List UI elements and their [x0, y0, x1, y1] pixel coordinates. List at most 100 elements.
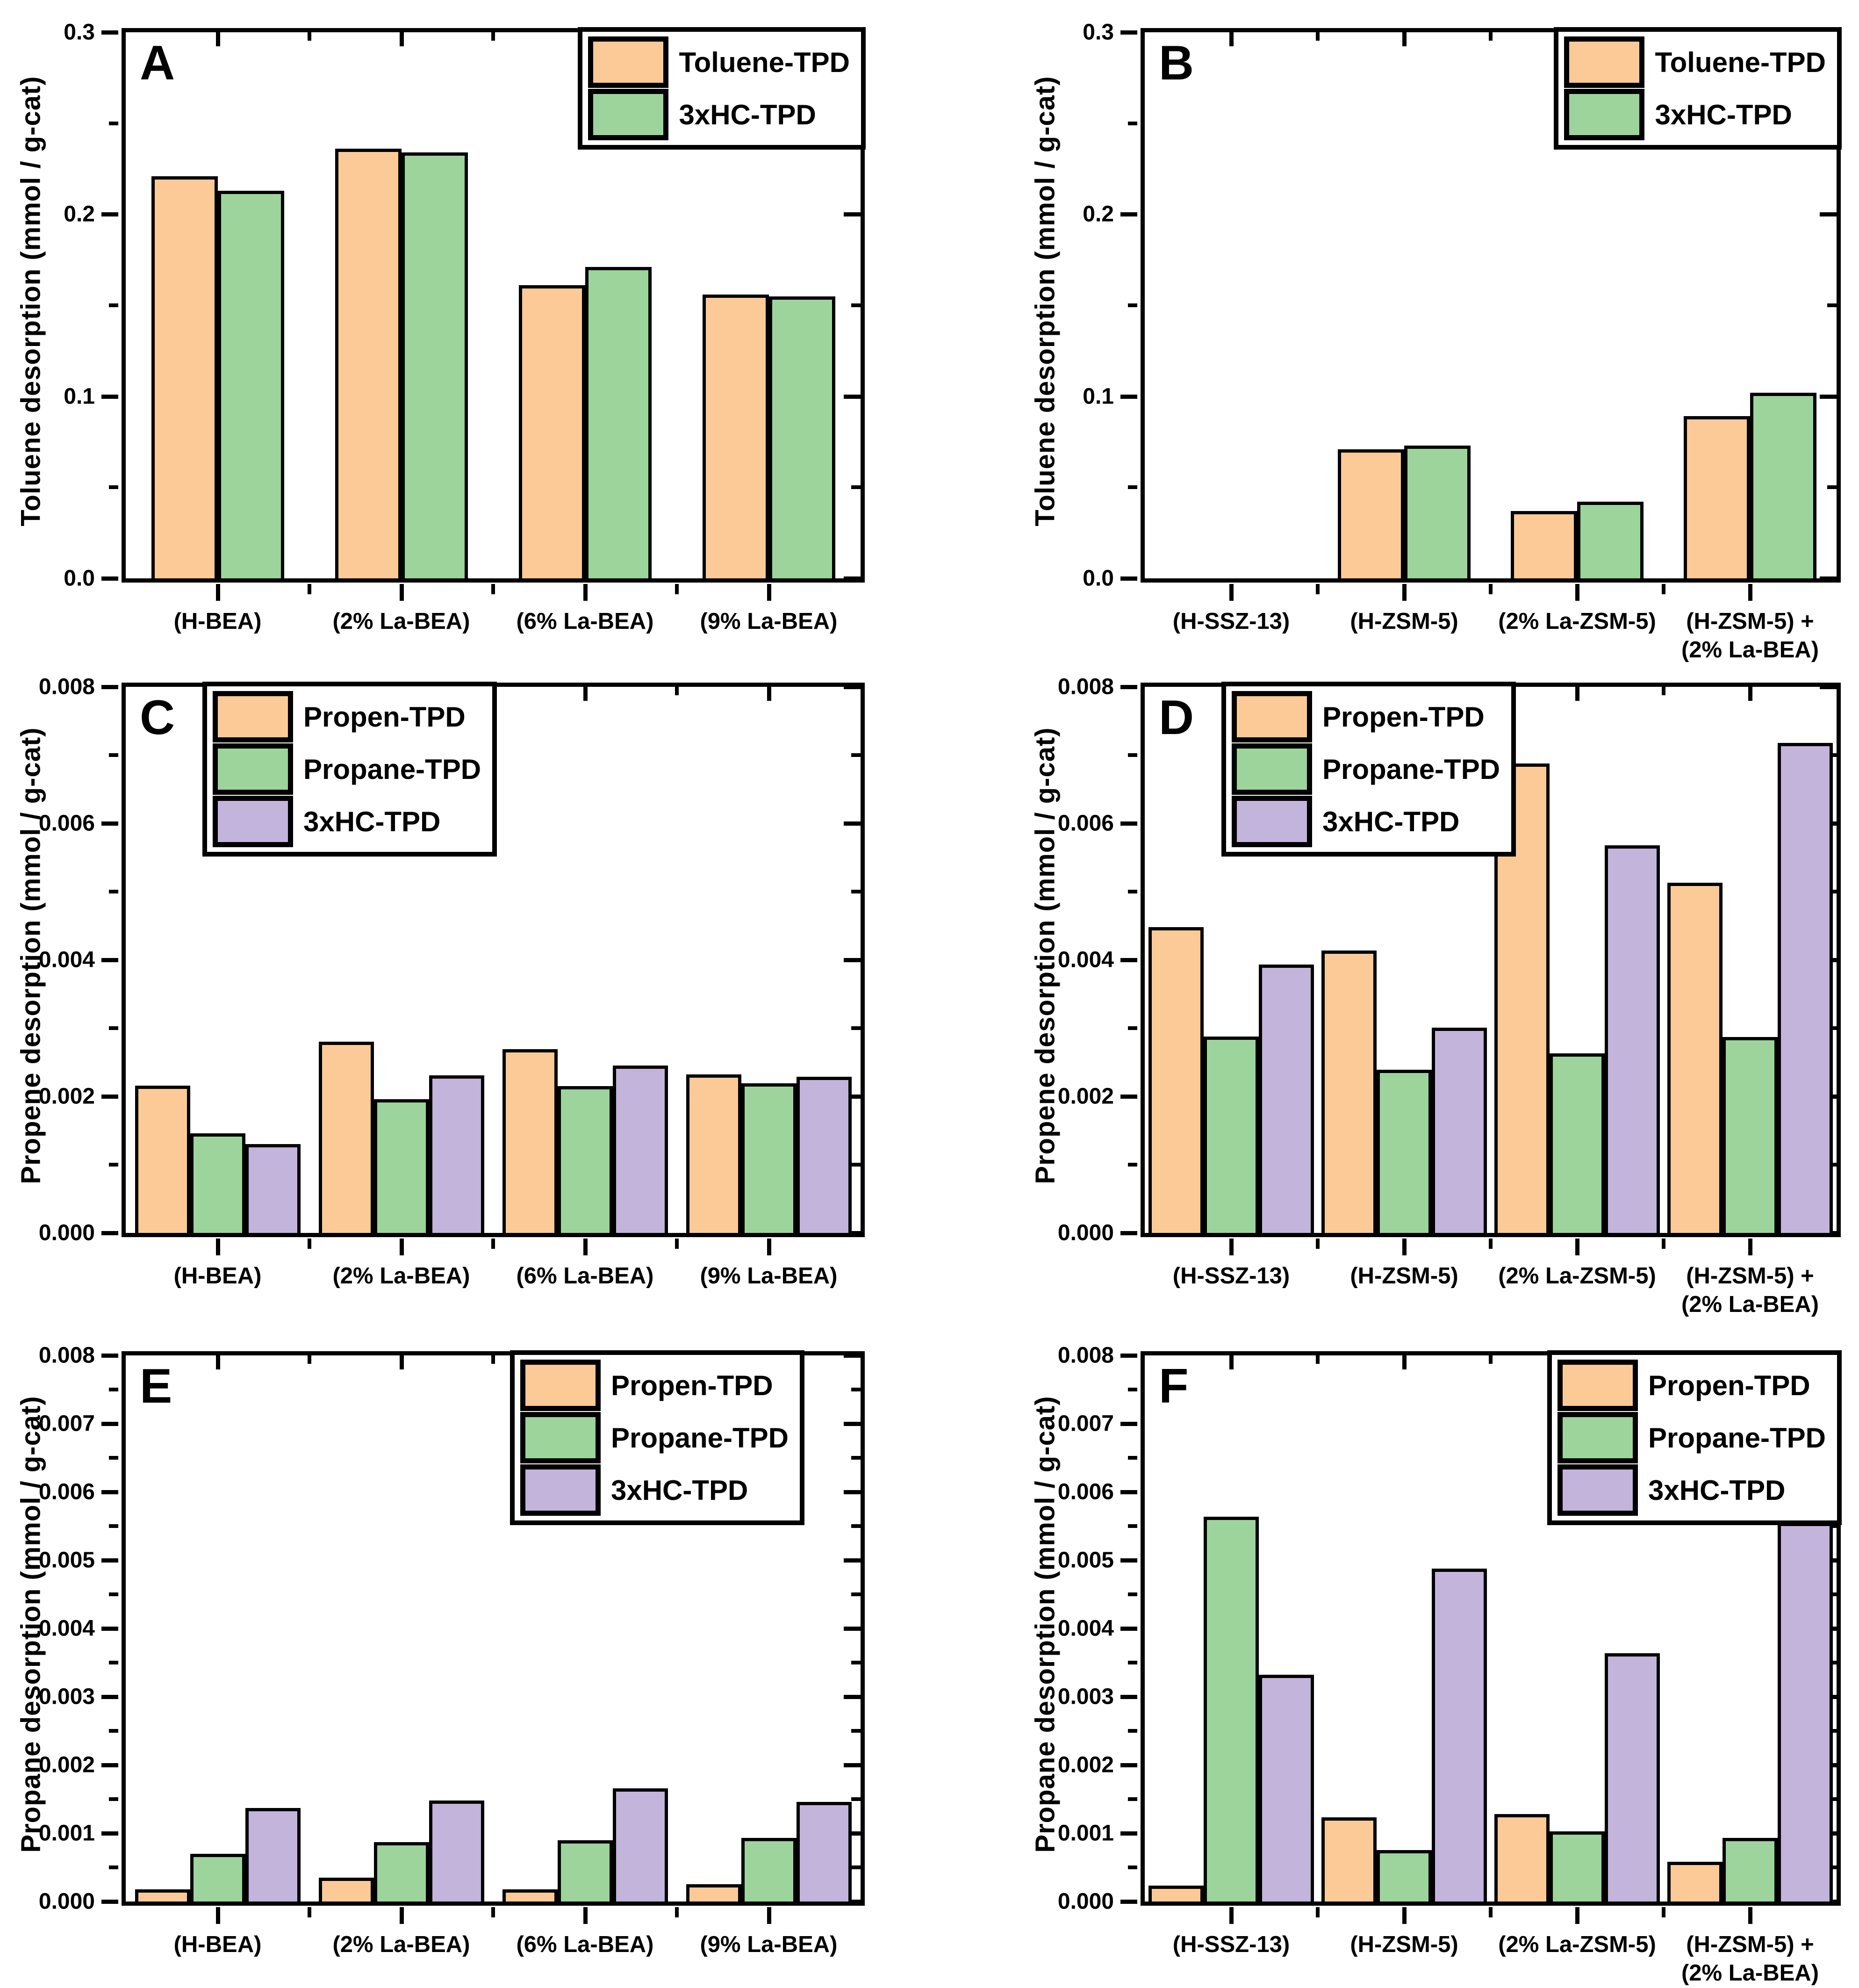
y-major-tick: [101, 212, 118, 217]
bar-propane-tpd: [557, 1086, 613, 1233]
y-minor-tick: [109, 890, 118, 893]
legend-swatch-green: [213, 743, 293, 795]
legend-item: Toluene-TPD: [588, 36, 850, 88]
legend-label: Toluene-TPD: [679, 46, 850, 78]
bar-propen-tpd: [1148, 927, 1204, 1233]
legend-label: 3xHC-TPD: [1648, 1474, 1786, 1506]
x-major-tick: [215, 1907, 220, 1924]
y-minor-tick: [1827, 485, 1837, 490]
legend-item: Propen-TPD: [520, 1360, 789, 1411]
y-tick-label: 0.004: [38, 947, 95, 972]
x-category-label: (9% La-BEA): [700, 1263, 838, 1289]
y-tick-label: 0.000: [1057, 1889, 1114, 1914]
y-minor-tick: [851, 753, 861, 757]
y-tick-label: 0.003: [1057, 1684, 1114, 1709]
bar-3xhc-tpd: [796, 1802, 852, 1902]
y-tick-label: 0.006: [1057, 1479, 1114, 1505]
x-major-tick: [1402, 1907, 1407, 1924]
legend-swatch-orange: [1557, 1360, 1638, 1411]
y-minor-tick: [851, 890, 861, 893]
bar-toluene-tpd: [1684, 416, 1750, 578]
y-major-tick: [1120, 1831, 1137, 1836]
y-minor-tick: [1128, 1592, 1137, 1596]
x-minor-tick: [491, 1355, 495, 1364]
legend: Propen-TPD Propane-TPD 3xHC-TPD: [202, 682, 497, 857]
panel-d-propene-desorption-zsm: Propene desorption (mmol / g-cat) D 0.00…: [929, 655, 1859, 1323]
y-tick-label: 0.003: [38, 1684, 95, 1709]
y-tick-label: 0.006: [1057, 811, 1114, 836]
y-minor-tick: [851, 1388, 861, 1391]
legend-swatch-purple: [520, 1464, 601, 1516]
panel-letter: F: [1159, 1359, 1189, 1413]
legend-item: Propane-TPD: [1557, 1412, 1826, 1463]
y-tick-label: 0.1: [64, 384, 95, 409]
y-major-tick: [844, 958, 861, 962]
legend-item: Propen-TPD: [1557, 1360, 1826, 1411]
bar-propane-tpd: [190, 1854, 245, 1902]
y-minor-tick: [1128, 890, 1137, 893]
y-major-tick: [1120, 1900, 1137, 1904]
legend-label: 3xHC-TPD: [610, 1474, 748, 1506]
x-major-tick: [1402, 584, 1407, 601]
x-major-tick: [1575, 584, 1579, 601]
y-minor-tick: [109, 485, 118, 490]
y-minor-tick: [1128, 303, 1137, 307]
x-major-tick: [1229, 1355, 1234, 1369]
x-minor-tick: [491, 584, 495, 594]
legend-label: Propane-TPD: [1322, 753, 1500, 785]
x-major-tick: [1575, 1239, 1579, 1255]
y-major-tick: [844, 1490, 861, 1494]
panel-letter: C: [140, 691, 175, 745]
y-major-tick: [101, 1231, 118, 1235]
x-major-tick: [767, 687, 771, 701]
bar-toluene-tpd: [335, 149, 402, 578]
y-major-tick: [844, 1763, 861, 1767]
y-major-tick: [844, 821, 861, 826]
x-major-tick: [215, 32, 220, 46]
x-major-tick: [767, 1907, 771, 1924]
bar-propane-tpd: [373, 1099, 429, 1233]
x-category-label: (6% La-BEA): [516, 1263, 654, 1289]
x-category-label: (6% La-BEA): [516, 1932, 654, 1957]
y-major-tick: [101, 958, 118, 962]
x-minor-tick: [1316, 584, 1320, 594]
panel-letter: B: [1159, 36, 1194, 90]
y-tick-label: 0.000: [38, 1889, 95, 1914]
x-category-label: (H-ZSM-5) + (2% La-BEA): [1681, 609, 1819, 663]
bar-3xhc-tpd: [429, 1801, 484, 1902]
y-major-tick: [101, 1900, 118, 1904]
y-major-tick: [844, 1095, 861, 1099]
y-major-tick: [101, 1095, 118, 1099]
y-minor-tick: [1128, 1026, 1137, 1030]
legend: Propen-TPD Propane-TPD 3xHC-TPD: [510, 1350, 804, 1525]
y-major-tick: [844, 1831, 861, 1836]
x-category-label: (H-BEA): [173, 1263, 262, 1289]
y-minor-tick: [851, 1661, 861, 1664]
y-major-tick: [844, 1558, 861, 1563]
panel-f-propane-desorption-zsm: Propane desorption (mmol / g-cat) F 0.00…: [929, 1323, 1859, 1986]
legend-item: Propane-TPD: [520, 1412, 789, 1463]
x-major-tick: [399, 32, 404, 46]
bar-propen-tpd: [318, 1042, 374, 1233]
legend-swatch-orange: [588, 36, 669, 88]
y-major-tick: [1120, 576, 1137, 581]
x-minor-tick: [1316, 1239, 1320, 1249]
y-tick-label: 0.001: [1057, 1821, 1114, 1846]
y-major-tick: [844, 1354, 861, 1358]
x-minor-tick: [1316, 32, 1320, 41]
bar-3xhc-tpd: [245, 1808, 301, 1902]
bar-3xhc-tpd: [401, 152, 468, 578]
y-tick-label: 0.1: [1083, 384, 1114, 409]
bar-propane-tpd: [1204, 1517, 1259, 1902]
plot-area: D 0.000 0.002 0.004 0.006 0.008 (H-SSZ-13) (H-…: [1058, 675, 1841, 1317]
y-major-tick: [1120, 1354, 1137, 1358]
x-category-label: (9% La-BEA): [700, 1932, 838, 1957]
y-major-tick: [844, 685, 861, 689]
x-minor-tick: [1316, 1907, 1320, 1917]
x-major-tick: [1748, 1907, 1752, 1924]
bar-3xhc-tpd: [612, 1066, 668, 1233]
legend-label: Propane-TPD: [303, 753, 481, 785]
bar-propane-tpd: [1550, 1053, 1605, 1233]
x-major-tick: [1229, 1239, 1234, 1255]
